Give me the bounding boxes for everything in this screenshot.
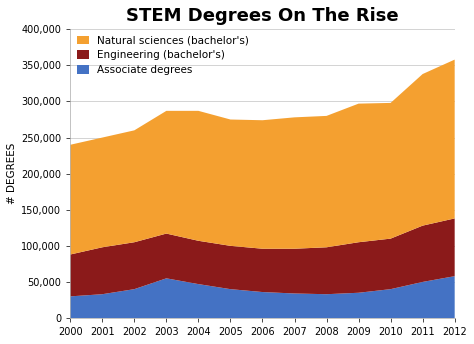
Y-axis label: # DEGREES: # DEGREES [7,143,17,204]
Title: STEM Degrees On The Rise: STEM Degrees On The Rise [126,7,399,25]
Legend: Natural sciences (bachelor's), Engineering (bachelor's), Associate degrees: Natural sciences (bachelor's), Engineeri… [73,32,252,78]
